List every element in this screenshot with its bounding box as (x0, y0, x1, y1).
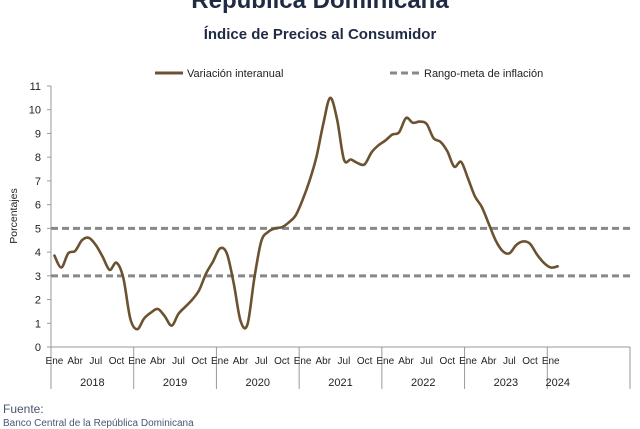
x-tick-label: Jul (172, 356, 185, 367)
year-label: 2020 (246, 377, 270, 389)
x-tick-label: Abr (315, 356, 331, 367)
year-label: 2024 (545, 377, 569, 389)
line-chart: Variación interanual Rango-meta de infla… (8, 68, 631, 389)
series-lines (53, 96, 559, 331)
year-label: 2023 (494, 377, 518, 389)
year-label: 2019 (163, 377, 187, 389)
y-tick-label: 1 (35, 318, 41, 330)
x-tick-label: Jul (420, 356, 433, 367)
y-axis-label: Porcentajes (8, 188, 20, 243)
y-tick-label: 10 (29, 105, 41, 117)
y-tick-label: 9 (35, 128, 41, 140)
series-line-variacion-interanual (53, 96, 559, 331)
y-tick-label: 7 (35, 176, 41, 188)
legend: Variación interanual Rango-meta de infla… (155, 68, 543, 80)
x-tick-label: Ene (459, 356, 477, 367)
y-tick-label: 4 (35, 247, 41, 259)
y-tick-label: 2 (35, 295, 41, 307)
source-label: Fuente: (3, 402, 44, 416)
x-tick-label: Abr (481, 356, 497, 367)
chart-title: República Dominicana (191, 0, 449, 14)
y-tick-label: 6 (35, 200, 41, 212)
y-tick-label: 5 (35, 223, 41, 235)
x-tick-label: Oct (522, 356, 538, 367)
year-label: 2018 (80, 377, 104, 389)
x-tick-label: Abr (233, 356, 249, 367)
x-tick-label: Abr (398, 356, 414, 367)
y-tick-label: 11 (30, 81, 41, 93)
x-tick-label: Ene (46, 356, 64, 367)
x-tick-label: Oct (191, 356, 207, 367)
year-label: 2022 (411, 377, 435, 389)
legend-label-series: Variación interanual (187, 68, 283, 80)
x-tick-label: Jul (338, 356, 351, 367)
x-tick-label: Ene (128, 356, 146, 367)
x-tick-label: Abr (150, 356, 166, 367)
x-tick-label: Ene (376, 356, 394, 367)
x-tick-label: Ene (294, 356, 312, 367)
x-tick-label: Ene (542, 356, 560, 367)
y-tick-label: 0 (35, 342, 41, 354)
year-label: 2021 (328, 377, 352, 389)
y-axis-ticks: 0 1 2 3 4 5 6 7 8 9 10 11 (29, 81, 52, 354)
x-tick-label: Jul (255, 356, 268, 367)
x-tick-label: Jul (89, 356, 102, 367)
x-tick-label: Oct (274, 356, 290, 367)
x-tick-label: Oct (357, 356, 373, 367)
x-tick-label: Ene (211, 356, 229, 367)
x-tick-label: Oct (109, 356, 125, 367)
legend-label-target: Rango-meta de inflación (424, 68, 543, 80)
chart-subtitle: Índice de Precios al Consumidor (203, 26, 437, 43)
target-band (51, 226, 630, 278)
x-tick-label: Abr (67, 356, 83, 367)
x-tick-label: Jul (503, 356, 516, 367)
y-tick-label: 3 (35, 271, 41, 283)
y-tick-label: 8 (35, 152, 41, 164)
x-tick-label: Oct (440, 356, 456, 367)
